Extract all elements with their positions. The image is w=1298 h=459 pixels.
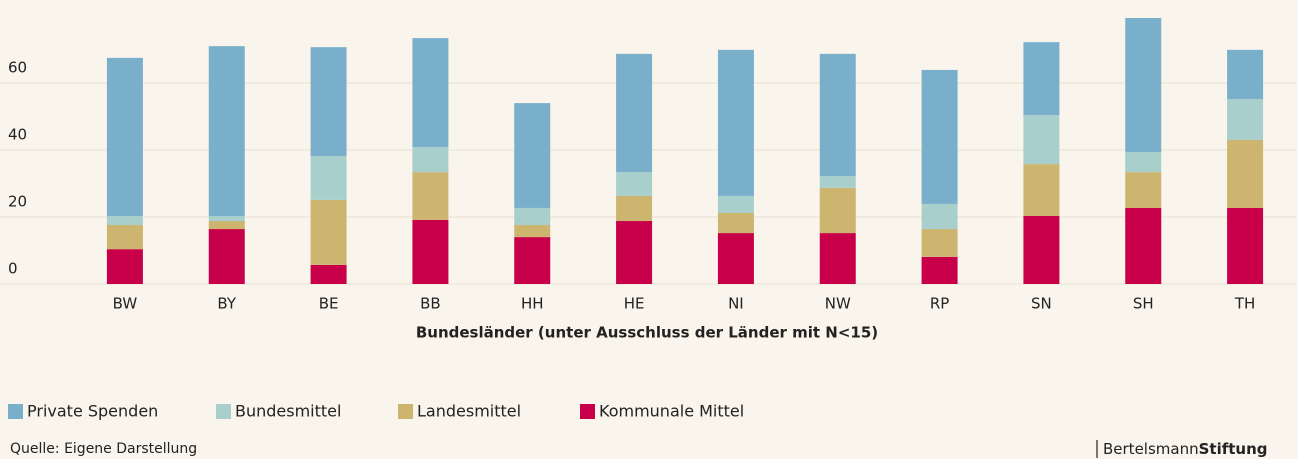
bar-segment [819,187,856,234]
brand: BertelsmannStiftung [1103,440,1268,458]
bar-segment [412,38,449,147]
bar-segment [514,103,551,208]
bar-segment [1227,99,1264,140]
bar-segment [1023,42,1060,116]
bar-segment [1125,152,1162,173]
bar-segment [1227,49,1264,100]
bar-segment [106,57,143,216]
bar-segment [514,207,551,226]
bar-segment [616,172,653,196]
bar-segment [208,46,245,216]
bar-segment [1125,172,1162,208]
bar-segment [921,203,958,230]
bar-segment [921,256,958,284]
legend-swatch [398,404,413,419]
bar-segment [819,233,856,284]
bar-segment [106,215,143,226]
x-tick-label: BE [319,295,339,313]
bar-segment [921,229,958,257]
bar-segment [717,212,754,234]
bar-segment [1227,139,1264,208]
bar-segment [1125,18,1162,153]
y-tick-label: 0 [8,260,18,278]
x-tick-label: BB [420,295,441,313]
bar-segment [1023,164,1060,216]
x-tick-label: BY [217,295,236,313]
x-tick-label: NI [728,295,744,313]
bar-segment [310,47,347,157]
legend-label: Kommunale Mittel [599,402,744,421]
x-tick-label: TH [1234,295,1255,313]
legend-label: Landesmittel [417,402,521,421]
bar-segment [616,53,653,173]
brand-part: Bertelsmann [1103,440,1199,458]
legend-label: Private Spenden [27,402,158,421]
legend-label: Bundesmittel [235,402,341,421]
bar-segment [819,53,856,177]
bar-segment [514,225,551,238]
bar-segment [1227,207,1264,284]
x-tick-label: SH [1133,295,1154,313]
bar-segment [106,249,143,284]
bar-segment [412,172,449,221]
legend-swatch [8,404,23,419]
bar-segment [310,264,347,284]
bar-segment [717,195,754,213]
bar-segment [717,49,754,196]
bar-segment [208,229,245,284]
bar-segment [310,156,347,200]
y-tick-label: 40 [8,126,27,144]
bar-segment [819,176,856,188]
bar-segment [106,225,143,250]
x-tick-label: HH [521,295,544,313]
bar-segment [412,220,449,284]
x-tick-label: NW [825,295,851,313]
bar-segment [1125,207,1162,284]
x-tick-label: SN [1031,295,1052,313]
bar-segment [208,215,245,222]
bar-segment [310,199,347,265]
legend-swatch [216,404,231,419]
legend-swatch [580,404,595,419]
x-tick-label: HE [624,295,645,313]
bar-segment [921,69,958,204]
bar-segment [1023,115,1060,165]
bar-segment [208,221,245,230]
x-tick-label: RP [930,295,949,313]
brand-part: Stiftung [1199,440,1268,458]
bar-segment [1023,215,1060,284]
x-tick-label: BW [113,295,138,313]
bar-segment [616,195,653,222]
bar-segment [412,146,449,173]
bar-segment [616,221,653,284]
source: Quelle: Eigene Darstellung [10,441,197,457]
bar-segment [717,233,754,284]
bar-segment [514,237,551,284]
y-tick-label: 60 [8,59,27,77]
y-tick-label: 20 [8,193,27,211]
x-axis-label: Bundesländer (unter Ausschluss der Lände… [416,324,878,342]
